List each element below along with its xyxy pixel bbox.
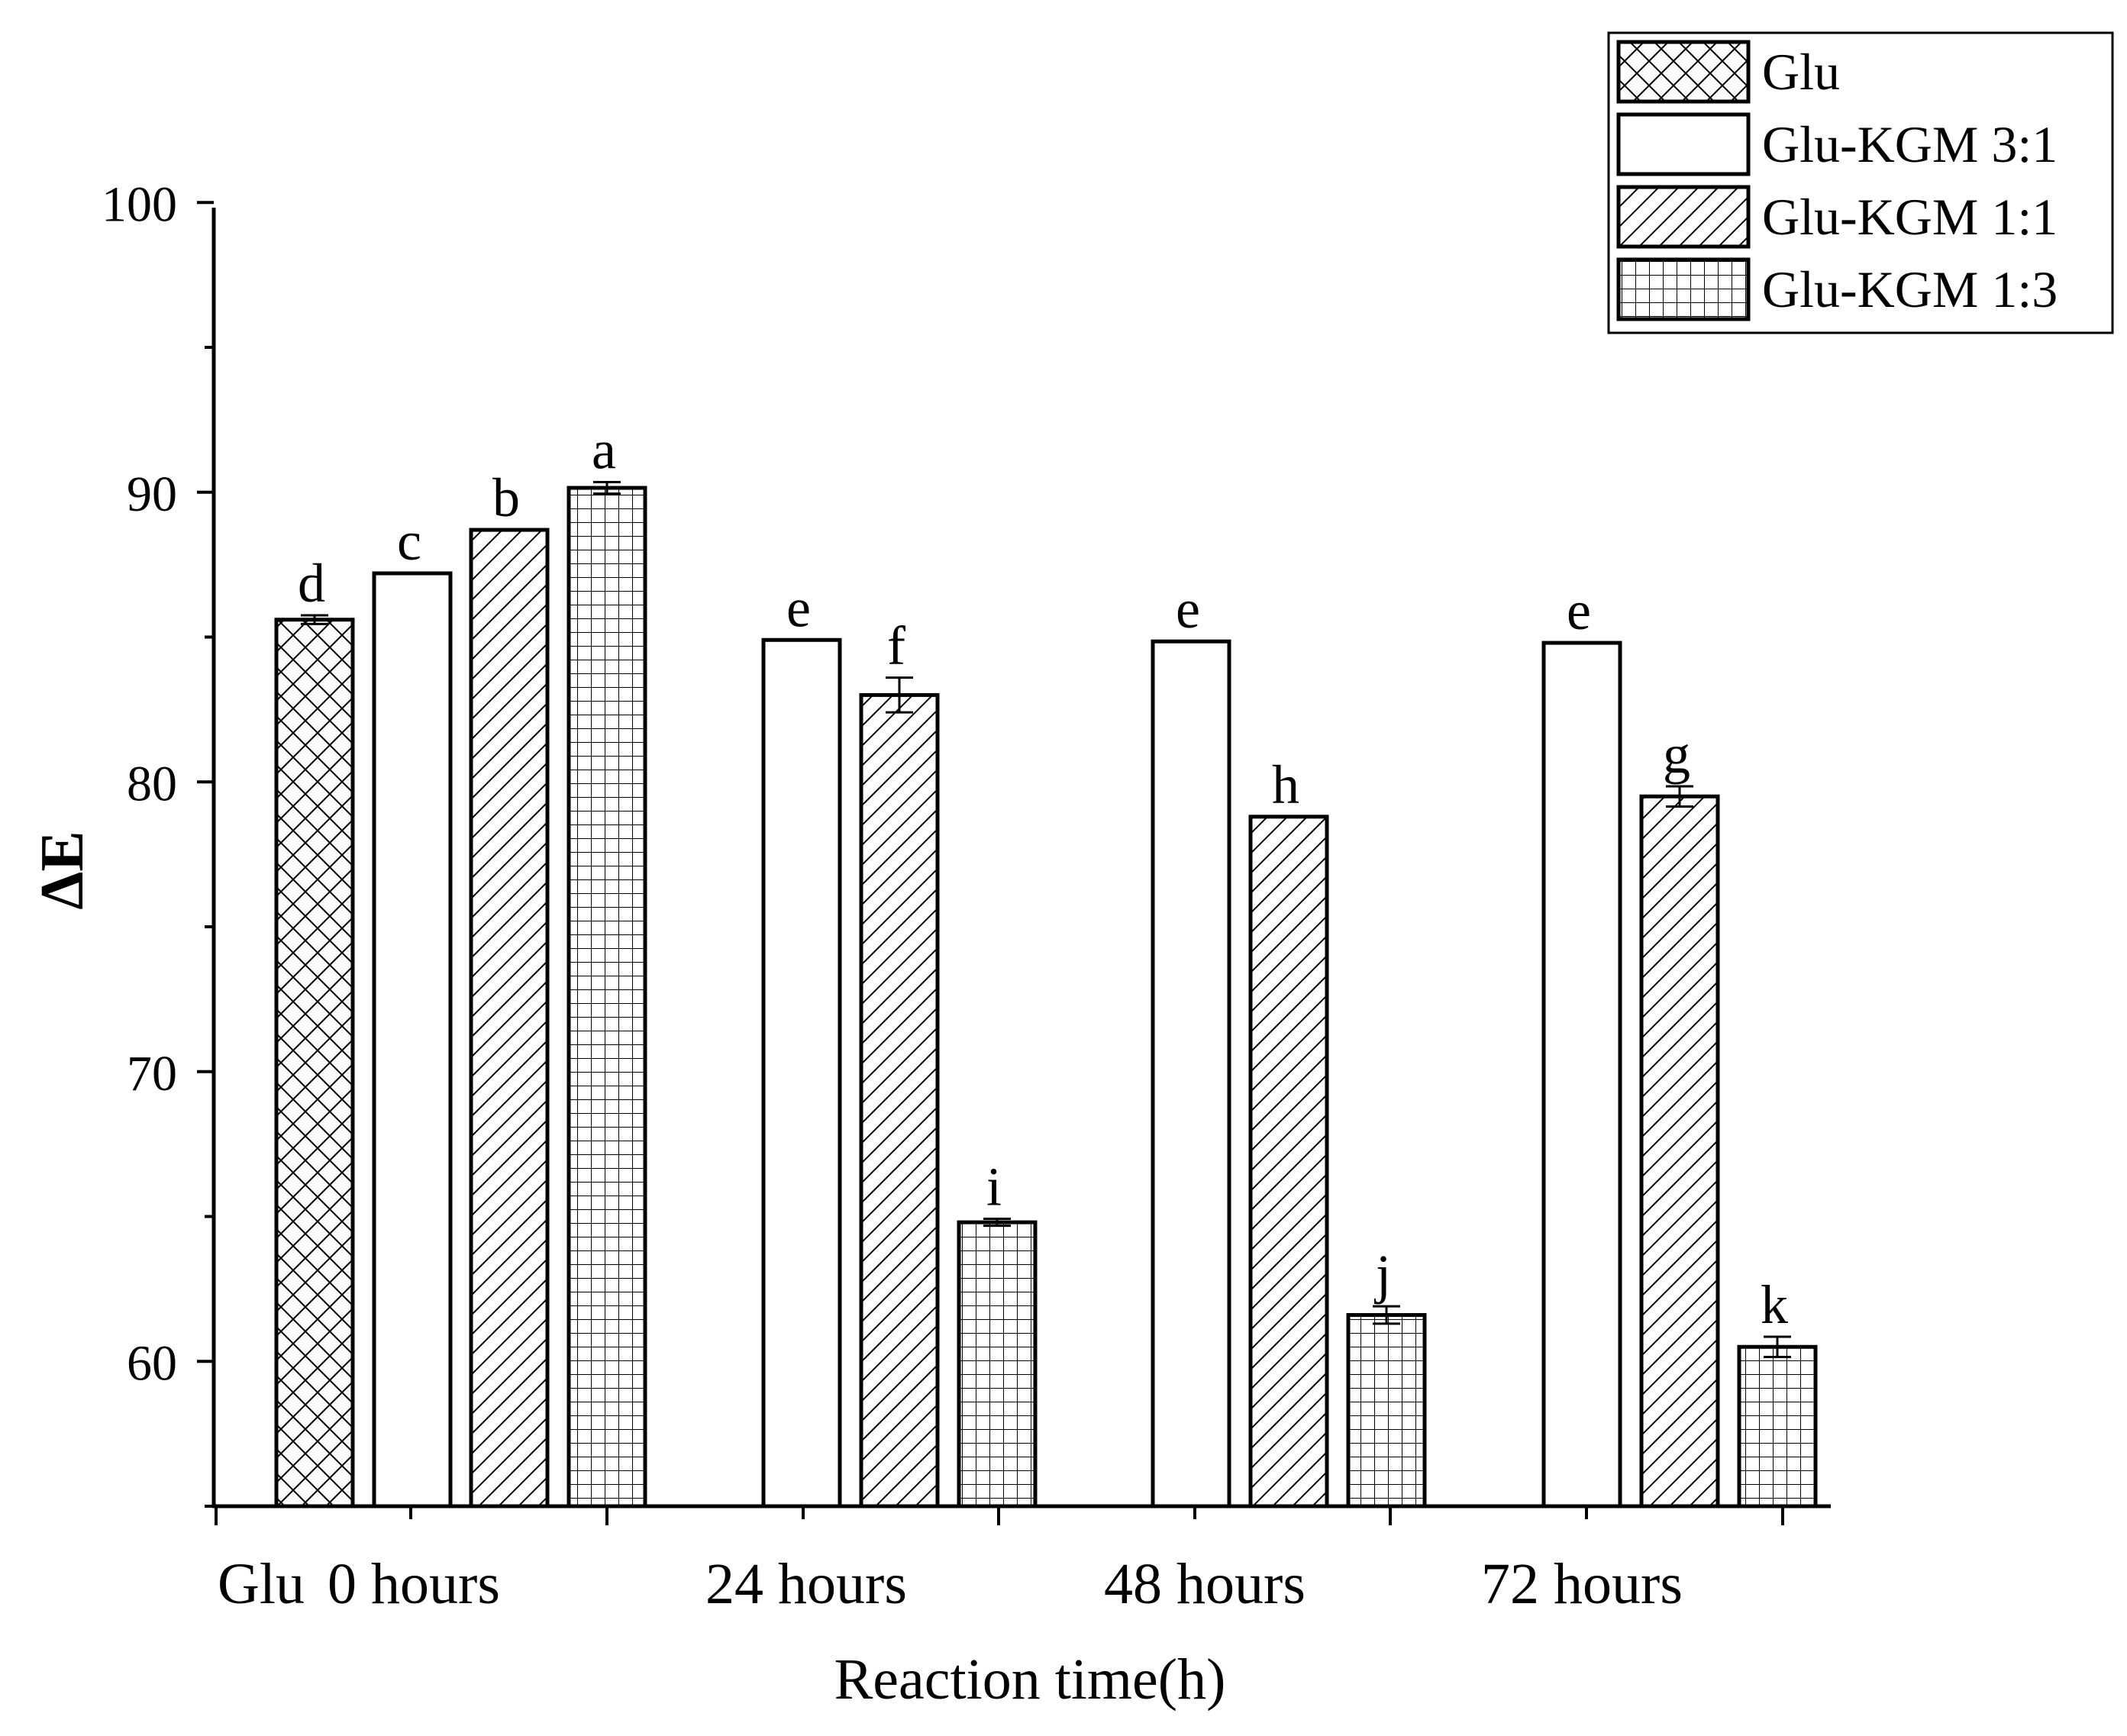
significance-letter-group: d c b a e f i e h j e g k (298, 419, 1788, 1335)
bar (1346, 1313, 1427, 1509)
legend-swatch (1616, 185, 1751, 249)
y-tick-group: 60 70 80 90 100 (102, 176, 214, 1508)
bar (469, 528, 550, 1509)
significance-letter: b (492, 467, 520, 528)
bar (372, 571, 453, 1509)
x-tick-label: 0 hours (328, 1552, 500, 1616)
significance-letter: k (1761, 1274, 1788, 1335)
x-tick-label: Glu (218, 1552, 305, 1616)
y-tick-label: 80 (127, 756, 177, 812)
y-tick-label: 70 (127, 1046, 177, 1102)
bar (761, 637, 842, 1509)
significance-letter: c (397, 511, 421, 572)
significance-letter: h (1272, 754, 1299, 815)
y-tick-label: 100 (102, 176, 177, 232)
legend: Glu Glu-KGM 3:1 Glu-KGM 1:1 Glu-KGM 1:3 (1607, 31, 2114, 334)
y-tick-label: 60 (127, 1335, 177, 1391)
significance-letter: f (887, 615, 905, 676)
error-bar-group (301, 480, 1791, 1359)
significance-letter: e (1567, 580, 1591, 641)
significance-letter: d (298, 553, 325, 614)
bar (1737, 1344, 1818, 1509)
bar (1541, 641, 1622, 1509)
x-tick-group: Glu 0 hours 24 hours 48 hours 72 hours (215, 1506, 1784, 1616)
bar (274, 618, 355, 1509)
bar (1248, 815, 1329, 1509)
bar (1639, 794, 1720, 1509)
significance-letter: a (592, 419, 616, 480)
bar (566, 486, 647, 1509)
x-tick-label: 72 hours (1481, 1552, 1683, 1616)
legend-label: Glu-KGM 3:1 (1762, 115, 2058, 173)
bar-group (274, 486, 1818, 1509)
y-axis-title: ΔE (29, 831, 96, 910)
bar (1151, 639, 1231, 1509)
legend-swatch (1616, 257, 1751, 321)
bar (859, 692, 940, 1509)
legend-swatch (1616, 40, 1751, 104)
legend-label: Glu-KGM 1:3 (1762, 260, 2058, 318)
significance-letter: j (1373, 1244, 1391, 1305)
significance-letter: e (1176, 579, 1200, 640)
x-axis-title: Reaction time(h) (834, 1647, 1226, 1712)
legend-swatch (1616, 112, 1751, 176)
significance-letter: i (986, 1157, 1002, 1218)
x-tick-label: 48 hours (1104, 1552, 1306, 1616)
x-tick-label: 24 hours (705, 1552, 907, 1616)
significance-letter: e (786, 577, 811, 638)
legend-label: Glu-KGM 1:1 (1762, 188, 2058, 246)
significance-letter: g (1663, 724, 1690, 785)
bar (957, 1220, 1038, 1509)
legend-label: Glu (1762, 43, 1840, 101)
y-tick-label: 90 (127, 466, 177, 522)
